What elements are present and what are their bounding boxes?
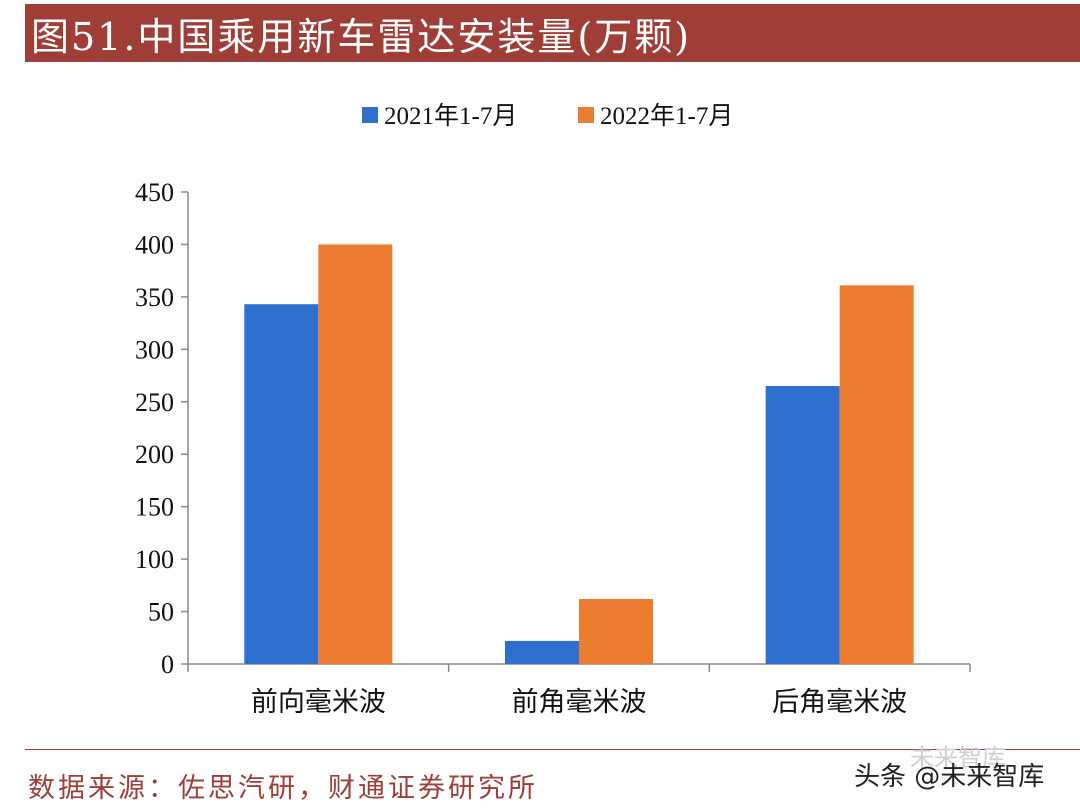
y-tick-label: 300 — [135, 335, 174, 364]
source-note: 数据来源：佐思汽研，财通证券研究所 — [28, 773, 538, 804]
bar-series-2022 — [318, 244, 393, 664]
chart-title: 图51.中国乘用新车雷达安装量(万颗) — [31, 14, 692, 59]
title-bar: 图51.中国乘用新车雷达安装量(万颗) — [25, 4, 1080, 62]
bar-chart: 0 50 100 150 200 250 300 350 400 450 前向毫米波 前角毫米波 后角毫… — [135, 102, 971, 718]
y-tick-label: 400 — [135, 230, 174, 259]
y-tick-label: 450 — [135, 178, 174, 207]
legend-swatch — [362, 107, 378, 123]
bar-series-2022 — [839, 285, 914, 664]
watermark: 头条 @未来智库 — [854, 762, 1045, 792]
bar-series-2021 — [505, 640, 579, 664]
legend-label: 2021年1-7月 — [384, 102, 517, 130]
bar-series-2022 — [579, 598, 653, 664]
x-category-label: 后角毫米波 — [772, 687, 907, 718]
y-tick-label: 200 — [135, 440, 174, 469]
x-category-label: 前角毫米波 — [512, 687, 647, 718]
y-tick-label: 50 — [148, 598, 174, 627]
bar-series-2021 — [765, 386, 840, 664]
x-category-label: 前向毫米波 — [251, 687, 386, 718]
watermark-faint: 未来智库 — [910, 744, 1006, 772]
legend-label: 2022年1-7月 — [600, 102, 733, 130]
bar-series-2021 — [244, 304, 319, 664]
y-tick-label: 100 — [135, 545, 174, 574]
y-tick-label: 0 — [161, 650, 174, 679]
footer-divider — [25, 749, 1080, 750]
legend-swatch — [578, 107, 594, 123]
y-tick-label: 350 — [135, 283, 174, 312]
y-tick-label: 150 — [135, 493, 174, 522]
y-tick-label: 250 — [135, 388, 174, 417]
